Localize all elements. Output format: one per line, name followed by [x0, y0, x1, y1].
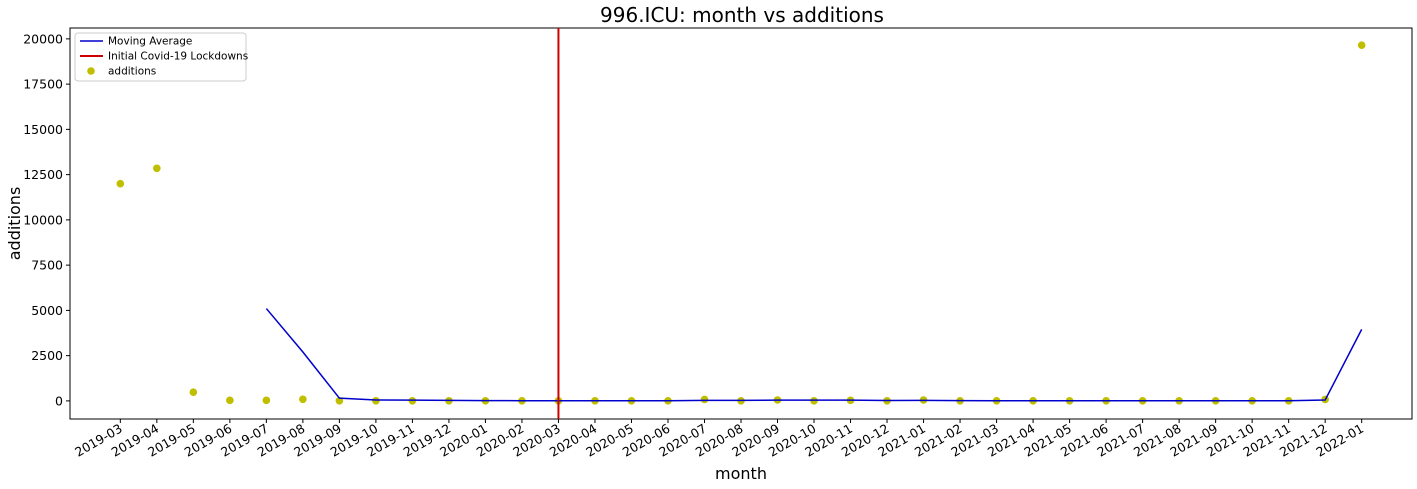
y-tick-label: 2500: [31, 348, 63, 363]
y-tick-label: 0: [55, 393, 63, 408]
legend: Moving Average Initial Covid-19 Lockdowns…: [74, 32, 248, 82]
legend-label: Initial Covid-19 Lockdowns: [108, 51, 248, 63]
x-axis: 2019-032019-042019-052019-062019-072019-…: [72, 419, 1366, 460]
y-tick-label: 10000: [23, 212, 63, 227]
scatter-point: [372, 397, 380, 405]
chart-title: 996.ICU: month vs additions: [600, 3, 884, 27]
scatter-point: [116, 179, 125, 188]
y-tick-label: 20000: [23, 31, 63, 46]
legend-label: additions: [108, 66, 156, 78]
scatter-point: [299, 395, 307, 404]
x-axis-label: month: [715, 464, 767, 483]
y-axis: 0 2500 5000 7500 10000 12500 15000 17500 20000: [23, 31, 70, 408]
legend-box: [74, 32, 247, 82]
moving-average-line: [265, 308, 1363, 402]
scatter-point: [189, 388, 198, 397]
legend-label: Moving Average: [108, 36, 192, 48]
scatter-point: [153, 164, 161, 173]
y-tick-label: 5000: [31, 303, 63, 318]
scatter-point: [226, 396, 234, 405]
series-layer: [116, 28, 1366, 419]
scatter-point: [262, 396, 271, 405]
plot-area: 0 2500 5000 7500 10000 12500 15000 17500 20000 2…: [23, 27, 1413, 460]
legend-marker-scatter: [87, 67, 95, 75]
y-tick-label: 12500: [23, 167, 63, 182]
plot-frame: [69, 27, 1413, 420]
y-tick-label: 15000: [23, 122, 63, 137]
scatter-point: [1357, 41, 1366, 49]
y-axis-label: additions: [5, 187, 24, 261]
y-tick-label: 7500: [31, 258, 63, 273]
scatter-point: [700, 395, 709, 404]
y-tick-label: 17500: [23, 77, 63, 92]
